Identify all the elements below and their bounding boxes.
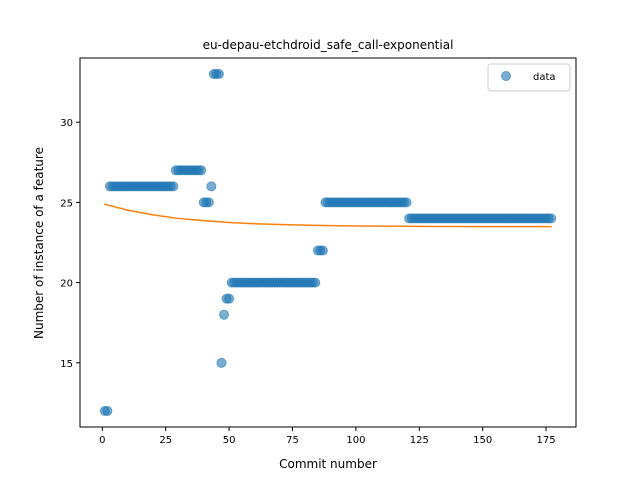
data-point: [213, 69, 224, 80]
data-point: [401, 197, 412, 208]
y-tick-label: 25: [60, 198, 73, 209]
data-point: [168, 181, 179, 192]
plot-area: [99, 69, 557, 416]
y-tick-label: 20: [60, 279, 73, 290]
x-tick-label: 175: [537, 435, 556, 446]
fit-lines: [104, 203, 552, 228]
y-tick-label: 30: [60, 118, 73, 129]
legend-label-data: data: [533, 72, 556, 83]
legend-box: [487, 63, 571, 92]
data-point: [317, 245, 328, 256]
x-tick-label: 0: [99, 435, 105, 446]
axes: 0 25 50 75 100 125 150 175 15 20 25 30: [60, 57, 577, 446]
y-axis-label: Number of instance of a feature: [32, 147, 46, 339]
data-point: [546, 213, 557, 224]
plot-frame: [79, 57, 577, 428]
y-tick-label: 15: [60, 359, 73, 370]
y-axis-ticks: 15 20 25 30: [60, 118, 80, 370]
x-tick-label: 125: [410, 435, 429, 446]
chart-title: eu-depau-etchdroid_safe_call-exponential: [203, 38, 454, 52]
x-tick-label: 50: [223, 435, 236, 446]
data-point: [196, 165, 207, 176]
legend: data: [487, 63, 571, 92]
x-axis-label: Commit number: [279, 457, 377, 471]
data-point: [216, 357, 227, 368]
x-axis-ticks: 0 25 50 75 100 125 150 175: [99, 427, 556, 446]
data-point: [224, 293, 235, 304]
data-point: [203, 197, 214, 208]
x-tick-label: 150: [473, 435, 492, 446]
x-tick-label: 25: [159, 435, 172, 446]
data-points: [99, 69, 557, 416]
x-tick-label: 75: [286, 435, 299, 446]
legend-marker-data: [501, 71, 511, 81]
data-point: [219, 309, 230, 320]
fit-line: [104, 203, 552, 228]
data-point: [102, 405, 113, 416]
data-point: [310, 277, 321, 288]
data-point: [206, 181, 217, 192]
x-tick-label: 100: [346, 435, 365, 446]
